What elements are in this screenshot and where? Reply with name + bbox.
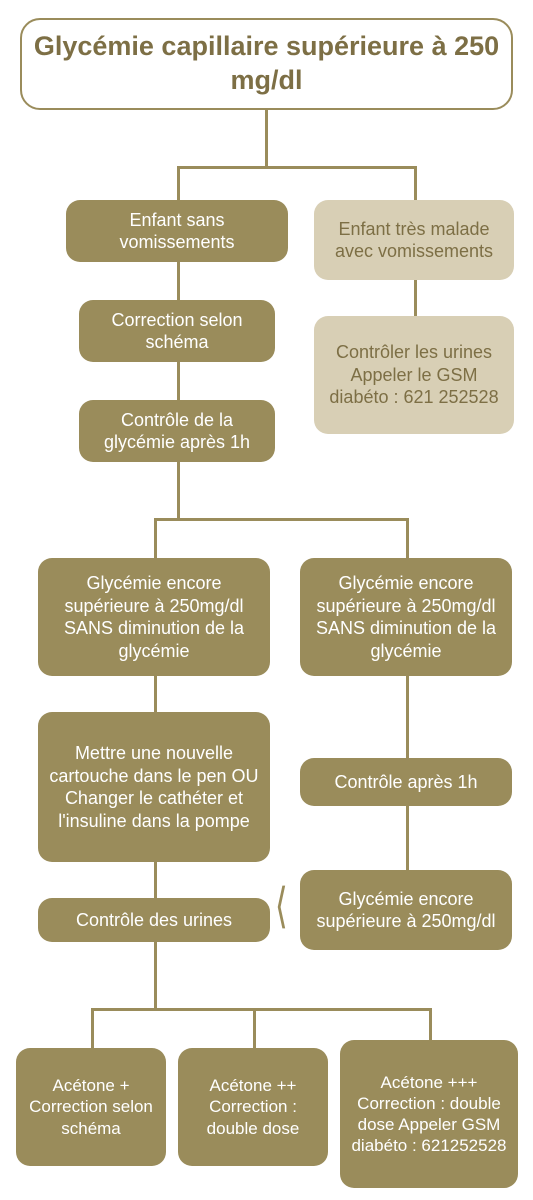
connector <box>91 1008 429 1011</box>
connector <box>253 1008 256 1050</box>
node-enc_250: Glycémie encore supérieure à 250mg/dl <box>300 870 512 950</box>
connector <box>154 676 157 714</box>
connector <box>414 166 417 202</box>
connector <box>265 110 268 166</box>
node-ctrl_1h: Contrôle de la glycémie après 1h <box>79 400 275 462</box>
node-acet1: Acétone + Correction selon schéma <box>16 1048 166 1166</box>
node-acet2: Acétone ++ Correction : double dose <box>178 1048 328 1166</box>
node-title: Glycémie capillaire supérieure à 250 mg/… <box>20 18 513 110</box>
arrow-left-icon: ⟨ <box>275 878 288 934</box>
node-ctrl_urines_right: Contrôler les urines Appeler le GSM diab… <box>314 316 514 434</box>
connector <box>154 862 157 900</box>
node-enc_sans_r: Glycémie encore supérieure à 250mg/dl SA… <box>300 558 512 676</box>
connector <box>406 676 409 760</box>
connector <box>91 1008 94 1050</box>
connector <box>414 280 417 318</box>
connector <box>177 362 180 402</box>
node-correction: Correction selon schéma <box>79 300 275 362</box>
connector <box>406 518 409 560</box>
node-acet3: Acétone +++ Correction : double dose App… <box>340 1040 518 1188</box>
node-sans_vom: Enfant sans vomissements <box>66 200 288 262</box>
connector <box>177 166 414 169</box>
connector <box>429 1008 432 1042</box>
connector <box>154 518 406 521</box>
node-ctrl_urines: Contrôle des urines <box>38 898 270 942</box>
node-cartouche: Mettre une nouvelle cartouche dans le pe… <box>38 712 270 862</box>
connector <box>177 166 180 202</box>
connector <box>154 518 157 560</box>
connector <box>406 806 409 872</box>
connector <box>177 262 180 302</box>
node-tres_malade: Enfant très malade avec vomissements <box>314 200 514 280</box>
connector <box>177 462 180 518</box>
node-ctrl_aft_1h: Contrôle après 1h <box>300 758 512 806</box>
node-enc_sans_l: Glycémie encore supérieure à 250mg/dl SA… <box>38 558 270 676</box>
connector <box>154 942 157 1008</box>
